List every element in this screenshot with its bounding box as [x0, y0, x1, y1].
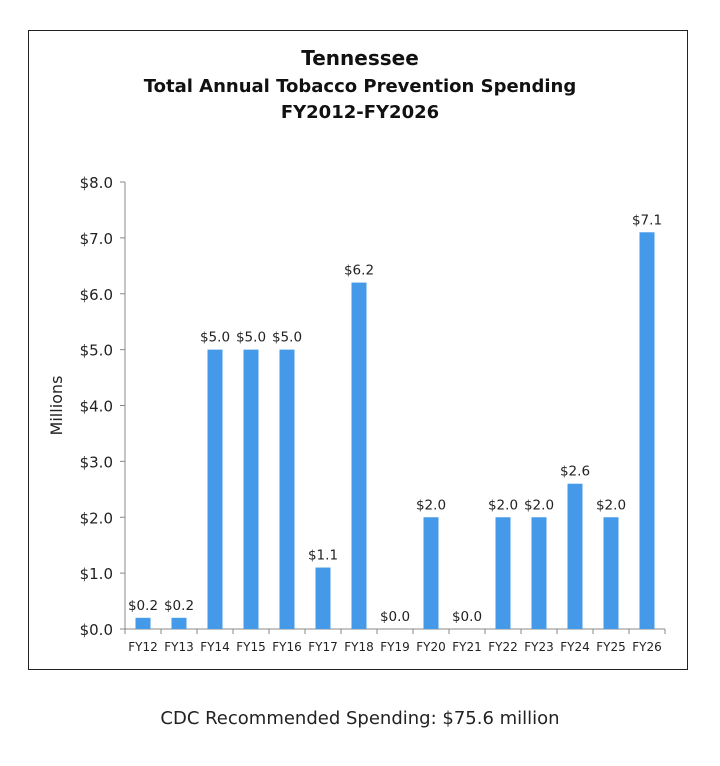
y-tick-label: $7.0 [80, 230, 113, 248]
y-axis-label: Millions [47, 376, 66, 436]
x-tick-label: FY16 [272, 640, 302, 654]
data-label: $6.2 [344, 263, 374, 279]
data-label: $5.0 [200, 330, 230, 346]
data-label: $1.1 [308, 548, 338, 564]
chart-subtitle-1: Total Annual Tobacco Prevention Spending [143, 76, 577, 97]
bar-fy22 [495, 517, 511, 629]
data-label: $0.2 [128, 598, 158, 614]
x-tick-label: FY24 [560, 640, 590, 654]
data-label: $5.0 [236, 330, 266, 346]
x-tick-label: FY12 [128, 640, 158, 654]
x-tick-label: FY20 [416, 640, 446, 654]
data-label: $2.0 [596, 497, 626, 513]
data-label: $2.6 [560, 464, 590, 480]
y-tick-label: $0.0 [80, 621, 113, 639]
data-label: $0.0 [380, 609, 410, 625]
x-tick-label: FY18 [344, 640, 374, 654]
data-label: $2.0 [488, 497, 518, 513]
chart-title: Tennessee [301, 46, 419, 70]
footer-note: CDC Recommended Spending: $75.6 million [160, 708, 560, 729]
data-label: $2.0 [416, 497, 446, 513]
bar-fy20 [423, 517, 439, 629]
bar-fy14 [207, 349, 223, 629]
x-tick-label: FY17 [308, 640, 338, 654]
chart-subtitle-2: FY2012-FY2026 [280, 102, 440, 123]
bar-fy25 [603, 517, 619, 629]
bar-fy12 [135, 617, 151, 629]
x-tick-label: FY26 [632, 640, 662, 654]
bar-fy23 [531, 517, 547, 629]
y-tick-label: $1.0 [80, 565, 113, 583]
x-tick-label: FY19 [380, 640, 410, 654]
bar-fy15 [243, 349, 259, 629]
data-label: $0.2 [164, 598, 194, 614]
x-tick-label: FY22 [488, 640, 518, 654]
bar-fy18 [351, 282, 367, 629]
y-tick-label: $8.0 [80, 174, 113, 192]
x-tick-label: FY23 [524, 640, 554, 654]
bar-fy26 [639, 232, 655, 629]
data-label: $0.0 [452, 609, 482, 625]
chart-frame [28, 30, 688, 670]
y-tick-label: $2.0 [80, 509, 113, 527]
x-tick-label: FY15 [236, 640, 266, 654]
y-tick-label: $6.0 [80, 286, 113, 304]
y-tick-label: $5.0 [80, 342, 113, 360]
bar-fy13 [171, 617, 187, 629]
x-tick-label: FY14 [200, 640, 230, 654]
x-tick-label: FY13 [164, 640, 194, 654]
data-label: $7.1 [632, 212, 662, 228]
x-tick-label: FY25 [596, 640, 626, 654]
data-label: $2.0 [524, 497, 554, 513]
bar-fy16 [279, 349, 295, 629]
bar-fy17 [315, 567, 331, 629]
x-tick-label: FY21 [452, 640, 482, 654]
data-label: $5.0 [272, 330, 302, 346]
y-tick-label: $3.0 [80, 453, 113, 471]
bar-fy24 [567, 483, 583, 629]
y-tick-label: $4.0 [80, 398, 113, 416]
